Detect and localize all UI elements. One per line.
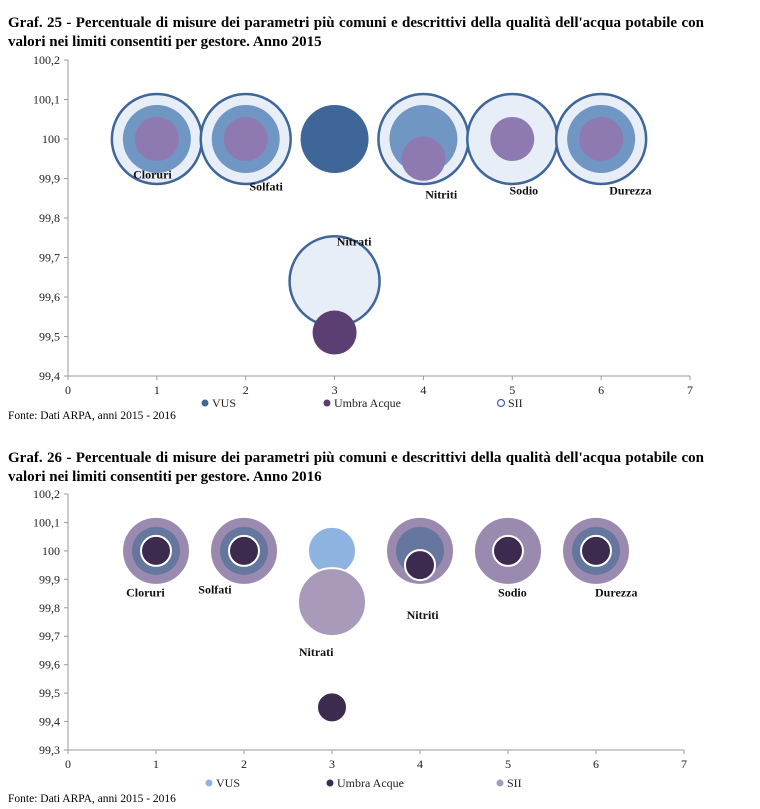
x-tick-label: 2	[241, 757, 247, 771]
bubble-umbra-acque	[228, 534, 260, 567]
x-tick-label: 7	[687, 383, 693, 397]
bubble-umbra-acque	[580, 534, 612, 567]
bubble-umbra-acque	[401, 136, 446, 181]
x-tick-label: 0	[65, 757, 71, 771]
y-tick-label: 99,3	[39, 743, 60, 757]
legend-label: VUS	[216, 776, 240, 790]
y-tick-label: 99,6	[39, 658, 60, 672]
x-tick-label: 3	[329, 757, 335, 771]
point-label: Solfati	[198, 583, 232, 597]
x-tick-label: 2	[243, 383, 249, 397]
bubble-umbra-acque	[404, 549, 436, 582]
y-tick-label: 99,6	[39, 290, 60, 304]
point-label: Cloruri	[126, 585, 165, 599]
x-tick-label: 4	[417, 757, 423, 771]
x-tick-label: 3	[332, 383, 338, 397]
point-label: Nitrati	[299, 645, 334, 659]
chart-2: 99,3 99,4 99,5 99,6 99,7 99,8 99,9 100 100,1 100,…	[33, 487, 687, 790]
bubble-umbra-acque	[140, 534, 172, 567]
legend-marker	[201, 399, 209, 407]
bubble-umbra-acque	[579, 117, 624, 161]
bubble-umbra-acque	[492, 534, 524, 567]
y-tick-label: 100,2	[33, 53, 60, 67]
point-label: Durezza	[595, 585, 637, 599]
legend-marker	[496, 398, 506, 408]
chart-1: 99,4 99,5 99,6 99,7 99,8 99,9 100 100,1 100,2 0 1 2…	[33, 53, 693, 410]
bubble-umbra-acque	[223, 117, 268, 161]
chart-2-title: Graf. 26 - Percentuale di misure dei par…	[8, 450, 704, 485]
point-label: Sodio	[498, 585, 527, 599]
bubble-sii	[297, 567, 367, 638]
y-tick-label: 99,4	[39, 715, 60, 729]
chart-2-source: Fonte: Dati ARPA, anni 2015 - 2016	[8, 793, 176, 805]
y-tick-label: 100,2	[33, 487, 60, 501]
legend-marker	[205, 779, 213, 787]
x-tick-label: 5	[509, 383, 515, 397]
legend-marker	[326, 779, 334, 787]
legend-label: Umbra Acque	[337, 776, 404, 790]
x-tick-label: 5	[505, 757, 511, 771]
point-label: Durezza	[609, 183, 651, 197]
y-tick-label: 100	[42, 132, 60, 146]
y-tick-label: 100,1	[33, 515, 60, 529]
y-tick-label: 99,9	[39, 172, 60, 186]
bubble-vus	[300, 105, 369, 173]
y-tick-label: 100,1	[33, 93, 60, 107]
y-tick-label: 99,5	[39, 686, 60, 700]
y-tick-label: 99,7	[39, 629, 60, 643]
x-tick-label: 1	[154, 383, 160, 397]
bubble-umbra-acque	[134, 117, 179, 161]
legend-marker	[323, 399, 331, 407]
point-label: Nitriti	[407, 608, 440, 622]
legend-label: SII	[508, 396, 523, 410]
point-label: Nitrati	[337, 235, 372, 249]
x-tick-label: 6	[598, 383, 604, 397]
y-tick-label: 99,4	[39, 369, 60, 383]
point-label: Solfati	[249, 179, 283, 193]
bubble-umbra-acque	[312, 310, 357, 355]
x-tick-label: 0	[65, 383, 71, 397]
y-tick-label: 99,5	[39, 330, 60, 344]
bubble-umbra-acque	[316, 691, 348, 724]
x-tick-label: 7	[681, 757, 687, 771]
y-tick-label: 99,9	[39, 572, 60, 586]
legend-label: SII	[507, 776, 522, 790]
chart-1-title: Graf. 25 - Percentuale di misure dei par…	[8, 15, 704, 50]
point-label: Sodio	[509, 183, 538, 197]
x-tick-label: 1	[153, 757, 159, 771]
y-tick-label: 99,8	[39, 601, 60, 615]
legend-label: VUS	[212, 396, 236, 410]
point-label: Nitriti	[425, 187, 458, 201]
chart-1-source: Fonte: Dati ARPA, anni 2015 - 2016	[8, 410, 176, 422]
y-tick-label: 99,8	[39, 211, 60, 225]
legend-label: Umbra Acque	[334, 396, 401, 410]
y-tick-label: 99,7	[39, 251, 60, 265]
x-tick-label: 6	[593, 757, 599, 771]
x-tick-label: 4	[420, 383, 426, 397]
y-tick-label: 100	[42, 544, 60, 558]
legend-marker	[496, 779, 504, 787]
bubble-umbra-acque	[490, 117, 535, 161]
point-label: Cloruri	[133, 168, 172, 182]
